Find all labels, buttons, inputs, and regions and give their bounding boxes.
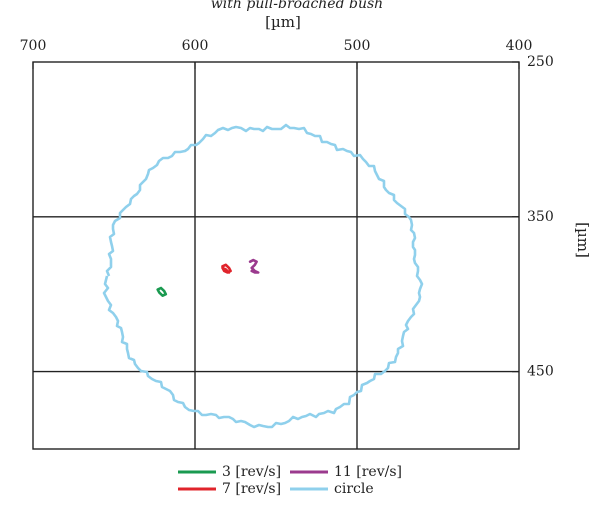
y-tick-labels: 250 350 450 [527,54,554,380]
x-tick-label: 400 [506,38,533,54]
series-group [102,123,424,429]
series-circle-trace [102,123,424,429]
x-tick-label: 500 [344,38,371,54]
plot-frame [32,61,520,450]
legend-label: 7 [rev/s] [222,481,281,497]
series-orbit-trace [248,258,260,274]
legend-label: 11 [rev/s] [334,464,402,480]
x-tick-label: 700 [20,38,47,54]
x-axis-title: [µm] [265,13,301,31]
x-tick-label: 600 [182,38,209,54]
y-tick-label: 450 [527,364,554,380]
tick-marks [32,61,520,373]
legend-label: 3 [rev/s] [222,464,281,480]
chart-subtitle: with pull-broached bush [211,0,383,12]
series-orbit-trace [221,263,232,274]
y-axis-title: [µm] [574,222,592,258]
legend: 3 [rev/s]7 [rev/s] 11 [rev/s]circle [178,464,402,497]
y-tick-label: 350 [527,209,554,225]
plot-area [32,61,520,450]
y-tick-label: 250 [527,54,554,70]
grid-lines [33,62,519,449]
x-tick-labels: 700 600 500 400 [20,38,533,54]
series-orbit-trace [156,286,168,297]
legend-label: circle [334,481,374,497]
